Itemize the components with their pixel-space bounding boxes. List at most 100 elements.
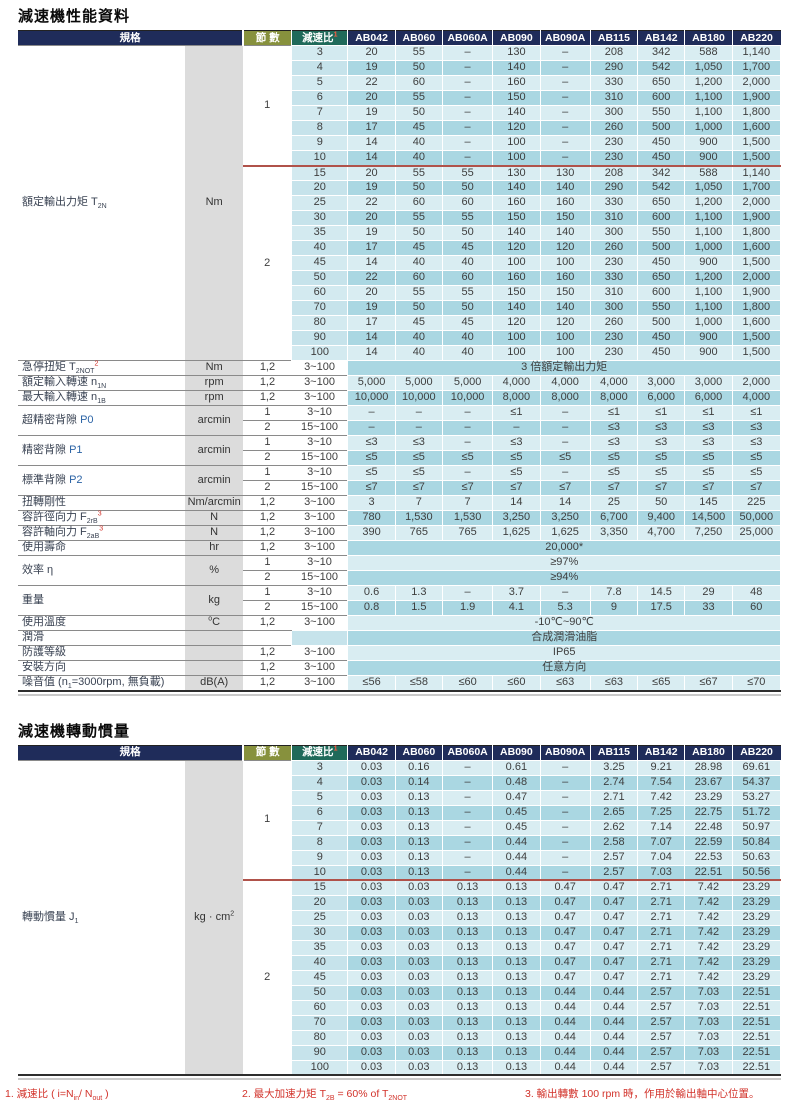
ratio-cell: 3~10 (291, 435, 348, 451)
value-cell: 208 (589, 45, 639, 61)
value-cell: 23.29 (684, 789, 733, 806)
value-cell: 20 (347, 210, 396, 226)
value-cell: 20 (347, 45, 396, 61)
inertia-section-title: 減速機轉動慣量 (18, 722, 131, 740)
spec-label-cell: 額定輸入轉速 n1N (18, 375, 185, 391)
value-cell: 60 (394, 270, 443, 286)
value-cell: 0.03 (394, 924, 443, 941)
value-cell: 330 (589, 75, 639, 91)
value-cell: 0.13 (441, 924, 494, 941)
value-cell: 22 (347, 270, 396, 286)
value-cell: 1.3 (394, 585, 443, 601)
value-cell: 20 (347, 90, 396, 106)
value-cell: 7.42 (684, 924, 733, 941)
value-cell: 0.47 (589, 909, 639, 926)
value-cell: 19 (347, 300, 396, 316)
value-cell: ≤5 (394, 465, 443, 481)
value-cell: 23.67 (684, 774, 733, 791)
value-cell: 2,000 (731, 75, 782, 91)
table-row: 35 19 50 50 140 140 300 550 1,100 1,800 (18, 225, 782, 241)
ratio-cell: 9 (291, 135, 349, 151)
value-cell: 230 (589, 255, 639, 271)
stage-cell: 2 (243, 450, 292, 466)
stage-cell: 1 (243, 405, 292, 421)
value-cell: 20 (347, 164, 396, 181)
value-cell: 20 (347, 285, 396, 301)
table-row: 急停扭矩 T2NOT2 Nm 1,2 3~100 3 倍額定輸出力矩 (18, 360, 781, 376)
value-cell: 29 (684, 585, 733, 601)
value-cell: 0.44 (492, 834, 541, 851)
value-cell: – (539, 864, 591, 881)
stage-cell: 2 (243, 164, 292, 361)
value-cell: – (539, 405, 591, 421)
value-cell: 1,530 (441, 510, 494, 526)
ratio-cell: 15 (291, 164, 349, 181)
ratio-cell: 60 (291, 999, 349, 1016)
value-cell: 23.29 (731, 894, 782, 911)
value-cell: 1,500 (731, 345, 782, 361)
value-cell: 50 (441, 225, 494, 241)
value-cell: 14,500 (684, 510, 733, 526)
value-cell: 0.03 (347, 759, 396, 776)
value-cell: 3,000 (684, 375, 733, 391)
value-cell: – (441, 585, 494, 601)
model-column-header: AB142 (637, 30, 685, 46)
value-cell: 0.47 (589, 954, 639, 971)
value-cell: 150 (539, 210, 591, 226)
value-cell: 25 (589, 495, 639, 511)
value-span-cell: -10℃~90℃ (347, 615, 781, 631)
value-cell: 50 (394, 225, 443, 241)
value-cell: 2.71 (637, 954, 686, 971)
value-cell: 0.44 (539, 1029, 591, 1046)
value-cell: 7.03 (637, 864, 686, 881)
ratio-cell: 50 (291, 270, 349, 286)
value-cell: ≤58 (394, 675, 443, 691)
value-cell: 33 (684, 600, 733, 616)
value-cell: 550 (637, 300, 686, 316)
ratio-cell: 50 (291, 984, 349, 1001)
model-column-header: AB060A (441, 30, 493, 46)
table-row: 容許軸向力 F2aB3 N 1,2 3~100 390 765 765 1,625 1,625 3… (18, 525, 782, 541)
ratio-cell: 5 (291, 75, 349, 91)
value-cell: 2.71 (637, 939, 686, 956)
value-cell: 14 (347, 135, 396, 151)
value-cell: 8,000 (492, 390, 541, 406)
value-cell: 342 (637, 45, 686, 61)
table-row: 精密背隙 P1 arcmin 1 3~10 ≤3 ≤3– ≤3– ≤3 ≤3 ≤3 ≤3 (18, 435, 782, 466)
value-cell: 2.57 (637, 1059, 686, 1076)
value-cell: 1,500 (731, 255, 782, 271)
value-cell: 14 (347, 255, 396, 271)
table-underline (18, 1078, 781, 1080)
value-cell: 0.03 (347, 1044, 396, 1061)
value-cell: 330 (589, 195, 639, 211)
value-cell: ≤65 (637, 675, 686, 691)
ratio-cell: 7 (291, 105, 349, 121)
value-cell: 0.47 (539, 954, 591, 971)
value-cell: 0.47 (539, 879, 591, 896)
ratio-cell: 80 (291, 1029, 349, 1046)
value-span-cell: ≥97% (347, 555, 781, 571)
value-span-cell: 合成潤滑油脂 (347, 630, 781, 646)
value-cell: 1.5 (394, 600, 443, 616)
value-cell: 1,050 (684, 60, 733, 76)
ratio-cell: 3~100 (291, 660, 348, 676)
value-cell: 0.03 (394, 984, 443, 1001)
value-cell: 40 (441, 255, 494, 271)
value-cell: 22.48 (684, 819, 733, 836)
value-cell: 55 (394, 90, 443, 106)
unit-cell: N (184, 525, 244, 541)
spec-label-cell: 扭轉剛性 (18, 495, 185, 511)
value-cell: ≤70 (731, 675, 782, 691)
value-cell: ≤5 (637, 465, 686, 481)
value-cell: 0.03 (347, 939, 396, 956)
value-cell: – (441, 90, 494, 106)
ratio-cell: 60 (291, 285, 349, 301)
value-cell: ≤7 (539, 480, 591, 496)
value-cell: 0.13 (441, 1014, 494, 1031)
table-row: 2 15~100 ≥94% (18, 570, 781, 586)
value-cell: 0.03 (347, 924, 396, 941)
unit-cell (184, 645, 244, 661)
table-row: 5 0.03 0.13–0.47–2.71 7.42 23.29 53.27 (18, 789, 782, 806)
value-cell: 0.47 (589, 894, 639, 911)
value-cell: 45 (394, 315, 443, 331)
